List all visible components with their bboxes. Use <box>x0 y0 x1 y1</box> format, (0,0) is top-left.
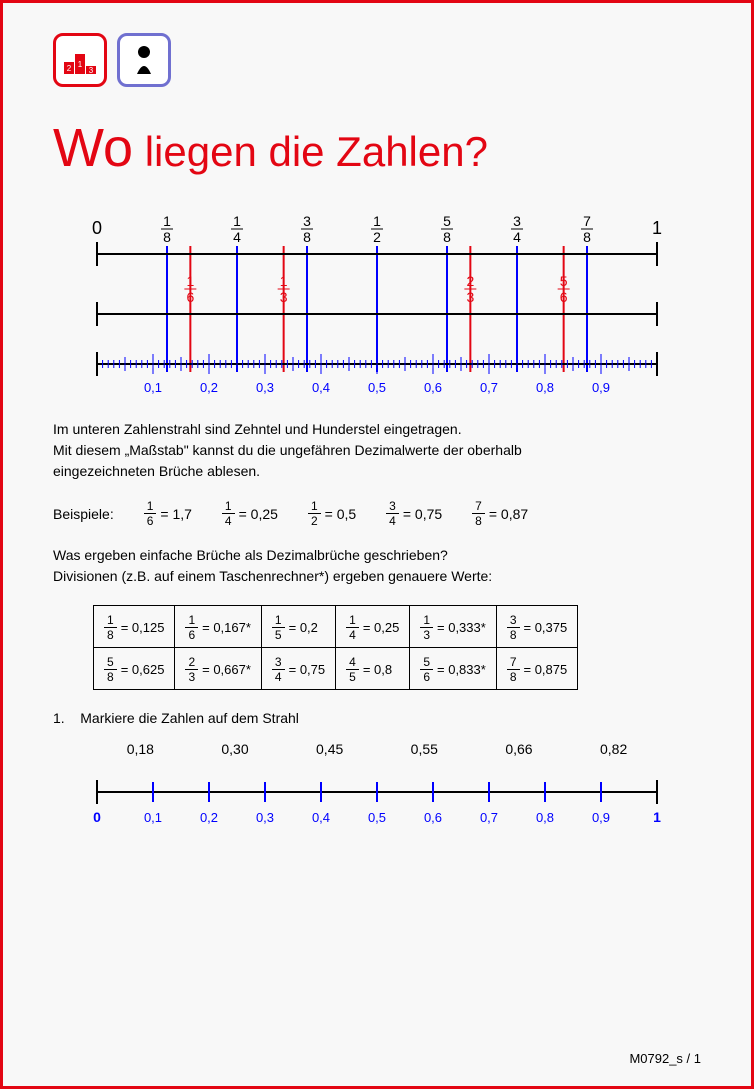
table-cell: 34 = 0,75 <box>261 648 335 690</box>
svg-text:0,9: 0,9 <box>592 810 610 825</box>
svg-text:0,1: 0,1 <box>144 810 162 825</box>
decimals-table: 18 = 0,12516 = 0,167*15 = 0,214 = 0,2513… <box>93 605 578 690</box>
svg-text:2: 2 <box>373 229 381 245</box>
svg-text:5: 5 <box>560 273 568 289</box>
table-cell: 56 = 0,833* <box>410 648 496 690</box>
svg-text:0,2: 0,2 <box>200 380 218 395</box>
svg-text:4: 4 <box>513 229 521 245</box>
podium-icon: 2 1 3 <box>53 33 107 87</box>
svg-text:8: 8 <box>303 229 311 245</box>
svg-text:0,2: 0,2 <box>200 810 218 825</box>
table-cell: 13 = 0,333* <box>410 606 496 648</box>
task-number: 1. <box>53 710 65 726</box>
svg-text:0: 0 <box>92 218 102 238</box>
svg-text:0,5: 0,5 <box>368 380 386 395</box>
example-equation: 12 = 0,5 <box>308 500 356 527</box>
table-cell: 78 = 0,875 <box>496 648 577 690</box>
svg-text:0,5: 0,5 <box>368 810 386 825</box>
svg-text:8: 8 <box>163 229 171 245</box>
svg-text:0,4: 0,4 <box>312 810 330 825</box>
svg-text:1: 1 <box>653 809 661 825</box>
svg-text:0,7: 0,7 <box>480 810 498 825</box>
svg-text:0,3: 0,3 <box>256 380 274 395</box>
svg-text:8: 8 <box>583 229 591 245</box>
icon-row: 2 1 3 <box>53 33 701 87</box>
svg-text:3: 3 <box>303 213 311 229</box>
svg-text:3: 3 <box>280 289 288 305</box>
svg-text:0,4: 0,4 <box>312 380 330 395</box>
svg-text:1: 1 <box>280 273 288 289</box>
example-equation: 78 = 0,87 <box>472 500 528 527</box>
example-equation: 16 = 1,7 <box>144 500 192 527</box>
svg-text:0,8: 0,8 <box>536 380 554 395</box>
svg-text:0,1: 0,1 <box>144 380 162 395</box>
table-cell: 15 = 0,2 <box>261 606 335 648</box>
task-text: Markiere die Zahlen auf dem Strahl <box>80 710 299 726</box>
table-cell: 58 = 0,625 <box>94 648 175 690</box>
svg-text:2: 2 <box>466 273 474 289</box>
svg-text:6: 6 <box>560 289 568 305</box>
svg-text:1: 1 <box>186 273 194 289</box>
svg-text:0,8: 0,8 <box>536 810 554 825</box>
task-value: 0,18 <box>127 741 154 757</box>
table-cell: 18 = 0,125 <box>94 606 175 648</box>
table-cell: 14 = 0,25 <box>336 606 410 648</box>
svg-text:0,3: 0,3 <box>256 810 274 825</box>
examples-label: Beispiele: <box>53 506 114 522</box>
table-cell: 45 = 0,8 <box>336 648 410 690</box>
worksheet-page: 2 1 3 Wo liegen die Zahlen? 018143812583… <box>0 0 754 1089</box>
table-cell: 23 = 0,667* <box>175 648 261 690</box>
paragraph-1: Im unteren Zahlenstrahl sind Zehntel und… <box>53 419 701 482</box>
svg-text:1: 1 <box>652 218 662 238</box>
svg-text:2: 2 <box>67 64 72 73</box>
svg-text:0: 0 <box>93 809 101 825</box>
svg-text:0,6: 0,6 <box>424 810 442 825</box>
svg-text:8: 8 <box>443 229 451 245</box>
task-value: 0,55 <box>411 741 438 757</box>
svg-text:1: 1 <box>373 213 381 229</box>
task-number-line: 0 1 0,1 0,2 0,3 0,4 0,5 0,6 0,7 0,8 0,9 <box>77 772 677 832</box>
title-rest: liegen die Zahlen? <box>133 128 488 175</box>
example-equation: 14 = 0,25 <box>222 500 278 527</box>
task-values: 0,18 0,30 0,45 0,55 0,66 0,82 <box>93 741 661 757</box>
table-cell: 38 = 0,375 <box>496 606 577 648</box>
page-footer: M0792_s / 1 <box>629 1051 701 1066</box>
number-line-diagram: 0181438125834781161323560,10,20,30,40,50… <box>77 209 677 399</box>
svg-text:6: 6 <box>186 289 194 305</box>
title-word1: Wo <box>53 118 133 178</box>
example-equation: 34 = 0,75 <box>386 500 442 527</box>
svg-text:3: 3 <box>466 289 474 305</box>
svg-text:0,6: 0,6 <box>424 380 442 395</box>
task-value: 0,30 <box>221 741 248 757</box>
svg-text:4: 4 <box>233 229 241 245</box>
svg-text:3: 3 <box>513 213 521 229</box>
task-value: 0,45 <box>316 741 343 757</box>
svg-text:0,7: 0,7 <box>480 380 498 395</box>
svg-text:3: 3 <box>89 66 94 75</box>
svg-text:7: 7 <box>583 213 591 229</box>
pawn-icon <box>117 33 171 87</box>
task-1: 1. Markiere die Zahlen auf dem Strahl <box>53 710 701 726</box>
page-title: Wo liegen die Zahlen? <box>53 117 701 179</box>
paragraph-2: Was ergeben einfache Brüche als Dezimalb… <box>53 545 701 587</box>
task-value: 0,82 <box>600 741 627 757</box>
examples-list: 16 = 1,7 14 = 0,25 12 = 0,5 34 = 0,75 78 = 0… <box>144 500 528 527</box>
examples-row: Beispiele: 16 = 1,7 14 = 0,25 12 = 0,5 34 =… <box>53 500 701 527</box>
svg-text:5: 5 <box>443 213 451 229</box>
task-value: 0,66 <box>505 741 532 757</box>
svg-text:1: 1 <box>78 60 83 69</box>
svg-text:1: 1 <box>163 213 171 229</box>
svg-text:0,9: 0,9 <box>592 380 610 395</box>
table-cell: 16 = 0,167* <box>175 606 261 648</box>
svg-text:1: 1 <box>233 213 241 229</box>
